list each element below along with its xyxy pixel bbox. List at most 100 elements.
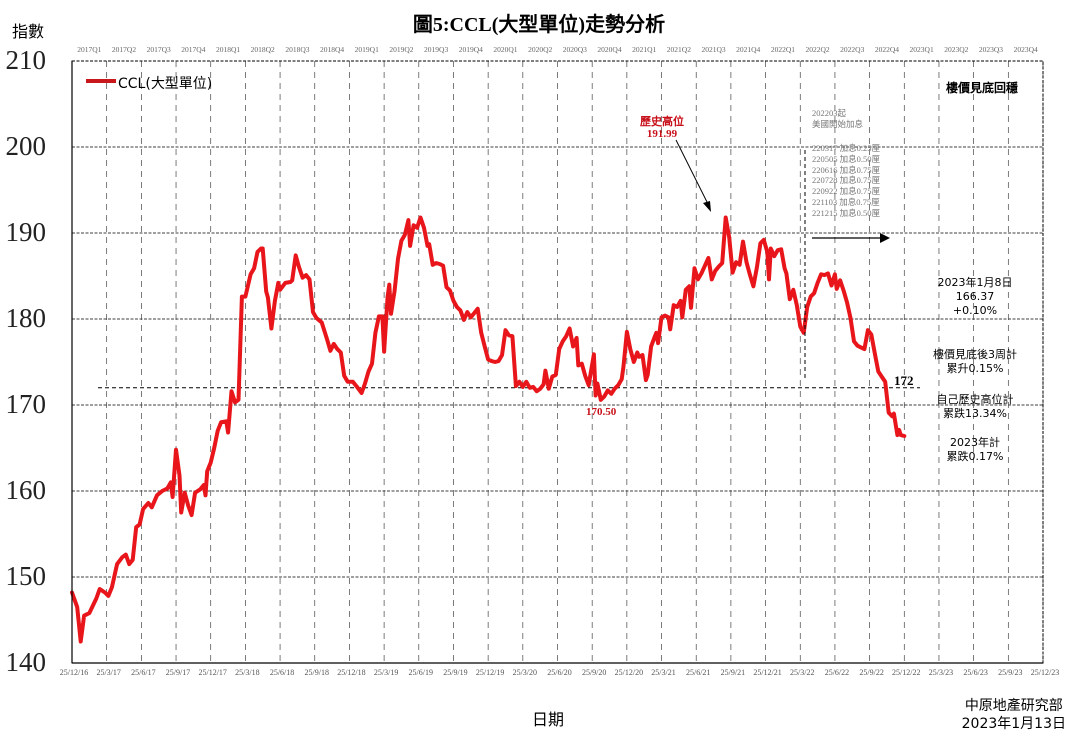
peak-annotation: 歷史高位 191.99 <box>632 115 692 141</box>
y-axis-label: 指數 <box>12 22 45 41</box>
quarter-label: 2017Q4 <box>181 45 206 54</box>
quarter-label: 2021Q1 <box>632 45 657 54</box>
x-tick-label: 25/9/17 <box>165 668 191 677</box>
from-peak-note: 自己歷史高位計 累跌13.34% <box>915 393 1035 421</box>
y-tick-label: 160 <box>5 475 47 505</box>
ytd-line2: 累跌0.17% <box>946 450 1004 463</box>
legend-label: CCL(大型單位) <box>118 76 213 92</box>
from-peak-line1: 自己歷史高位計 <box>936 393 1014 406</box>
quarter-label: 2018Q3 <box>285 45 310 54</box>
quarter-label: 2017Q1 <box>77 45 102 54</box>
source-credit: 中原地產研究部 2023年1月13日 <box>962 697 1066 733</box>
rate-hike-item: 220317 加息0.25厘 <box>812 143 881 153</box>
quarter-label: 2018Q4 <box>319 45 345 54</box>
x-tick-label: 25/3/19 <box>373 668 399 677</box>
x-tick-label: 25/12/17 <box>198 668 227 677</box>
peak-arrow <box>675 139 711 209</box>
quarter-label: 2023Q4 <box>1013 45 1038 54</box>
quarter-label: 2020Q3 <box>562 45 587 54</box>
quarter-label: 2022Q3 <box>840 45 865 54</box>
quarter-label: 2020Q4 <box>597 45 622 54</box>
rebound-line1: 樓價見底後3周計 <box>933 348 1017 361</box>
x-tick-label: 25/6/21 <box>685 668 711 677</box>
x-tick-label: 25/12/18 <box>337 668 366 677</box>
x-tick-label: 25/3/18 <box>235 668 260 677</box>
rate-hike-item: 220616 加息0.75厘 <box>812 164 881 175</box>
quarter-label: 2019Q3 <box>424 45 449 54</box>
rate-hike-header-line1: 202203起 <box>812 108 847 118</box>
rate-hike-header: 202203起 美國開始加息 <box>812 108 863 130</box>
y-tick-label: 170 <box>5 389 47 419</box>
quarter-label: 2020Q1 <box>493 45 518 54</box>
rate-hike-item: 220505 加息0.50厘 <box>812 153 881 164</box>
x-tick-label: 25/12/19 <box>475 668 505 677</box>
x-tick-label: 25/9/20 <box>581 668 607 677</box>
rate-hike-list: 220317 加息0.25厘 220505 加息0.50厘 220616 加息0.7… <box>812 143 880 219</box>
quarter-label: 2020Q2 <box>528 45 553 54</box>
quarter-label: 2019Q4 <box>458 45 483 54</box>
x-tick-label: 25/3/22 <box>790 668 815 677</box>
rate-hike-header-line2: 美國開始加息 <box>812 118 864 129</box>
quarter-label: 2019Q2 <box>389 45 414 54</box>
y-tick-label: 180 <box>5 303 47 333</box>
quarter-label: 2022Q2 <box>805 45 830 54</box>
quarter-label: 2021Q2 <box>666 45 691 54</box>
x-tick-label: 25/9/23 <box>998 668 1023 677</box>
x-tick-label: 25/9/21 <box>720 668 746 677</box>
x-tick-label: 25/3/17 <box>96 668 121 677</box>
peak-value: 191.99 <box>646 128 678 140</box>
quarter-label: 2017Q3 <box>146 45 171 54</box>
rate-hike-item: 221103 加息0.75厘 <box>812 196 880 207</box>
y-tick-label: 210 <box>5 45 47 75</box>
latest-change: +0.10% <box>952 304 998 317</box>
y-tick-label: 190 <box>5 217 47 247</box>
from-peak-line2: 累跌13.34% <box>943 407 1007 420</box>
peak-arrowhead-icon <box>703 201 711 212</box>
rebound-line2: 累升0.15% <box>946 362 1004 375</box>
x-tick-label: 25/6/18 <box>269 668 295 677</box>
rate-hike-item: 220922 加息0.75厘 <box>812 186 881 197</box>
x-axis-label: 日期 <box>532 710 565 729</box>
quarter-label: 2023Q1 <box>909 45 934 54</box>
x-tick-label: 25/12/21 <box>753 668 782 677</box>
x-tick-label: 25/9/22 <box>859 668 884 677</box>
quarter-label: 2023Q3 <box>978 45 1004 54</box>
peak-label: 歷史高位 <box>640 115 684 128</box>
y-tick-label: 140 <box>5 647 47 677</box>
quarter-label: 2021Q3 <box>701 45 726 54</box>
x-tick-label: 25/3/20 <box>512 668 538 677</box>
quarter-label: 2023Q2 <box>944 45 969 54</box>
x-tick-label: 25/3/21 <box>651 668 676 677</box>
quarter-label: 2022Q1 <box>770 45 795 54</box>
x-tick-label: 25/6/19 <box>408 668 434 677</box>
x-tick-label: 25/3/23 <box>928 668 954 677</box>
x-tick-label: 25/6/22 <box>824 668 850 677</box>
quarter-label: 2018Q2 <box>250 45 275 54</box>
x-tick-label: 25/9/19 <box>443 668 468 677</box>
x-tick-label: 25/12/23 <box>1030 668 1060 677</box>
quarter-label: 2022Q4 <box>874 45 900 54</box>
quarter-label: 2017Q2 <box>111 45 137 54</box>
support-value: 172 <box>894 373 914 388</box>
latest-value: 166.37 <box>955 290 995 303</box>
x-tick-label: 25/12/22 <box>892 668 921 677</box>
ytd-line1: 2023年計 <box>950 436 1000 449</box>
rate-hike-item: 220728 加息0.75厘 <box>812 175 881 186</box>
latest-date: 2023年1月8日 <box>937 276 1013 289</box>
ytd-note: 2023年計 累跌0.17% <box>915 436 1035 464</box>
trough-value: 170.50 <box>586 406 617 418</box>
trend-note: 樓價見底回穩 <box>946 81 1019 95</box>
y-tick-label: 200 <box>5 131 47 161</box>
chart-title: 圖5:CCL(大型單位)走勢分析 <box>412 14 666 36</box>
quarter-label: 2021Q4 <box>736 45 761 54</box>
x-tick-label: 25/6/17 <box>131 668 156 677</box>
ccl-series-line <box>70 215 907 644</box>
x-tick-label: 25/6/20 <box>547 668 572 677</box>
latest-value-note: 2023年1月8日 166.37 +0.10% <box>920 276 1030 318</box>
quarter-label: 2019Q1 <box>354 45 379 54</box>
source-date: 2023年1月13日 <box>961 716 1066 732</box>
rate-hike-item: 221215 加息0.50厘 <box>812 207 881 218</box>
quarter-label: 2018Q1 <box>215 45 241 54</box>
x-tick-label: 25/6/23 <box>963 668 988 677</box>
